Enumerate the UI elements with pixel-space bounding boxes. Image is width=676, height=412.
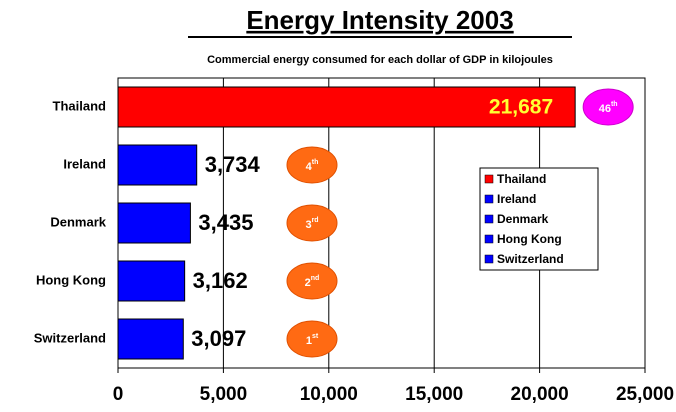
bar [117, 202, 191, 244]
x-tick-label: 0 [113, 384, 124, 405]
rank-number: 46 [599, 103, 611, 115]
bar [117, 318, 184, 360]
rank-label: 3rd [305, 217, 318, 231]
legend-label: Ireland [497, 192, 536, 206]
x-tick-label: 5,000 [200, 384, 248, 405]
chart-subtitle: Commercial energy consumed for each doll… [207, 54, 553, 66]
rank-label: 1st [306, 333, 319, 347]
x-tick-label: 20,000 [511, 384, 569, 405]
rank-badge [286, 204, 338, 242]
x-tick-label: 10,000 [300, 384, 358, 405]
rank-number: 3 [305, 219, 311, 231]
rank-suffix: th [312, 159, 319, 166]
rank-suffix: nd [311, 275, 320, 282]
rank-number: 1 [306, 335, 312, 347]
rank-number: 2 [305, 277, 311, 289]
value-label: 3,097 [191, 326, 246, 351]
chart-title: Energy Intensity 2003 [246, 5, 513, 35]
rank-number: 4 [306, 161, 313, 173]
legend-swatch [484, 234, 494, 244]
rank-suffix: th [611, 101, 618, 108]
y-tick-label: Switzerland [34, 330, 106, 345]
bar [117, 86, 576, 128]
x-tick-label: 15,000 [405, 384, 463, 405]
y-tick-label: Hong Kong [36, 272, 106, 287]
rank-badge [582, 88, 634, 126]
rank-badge [286, 262, 338, 300]
rank-label: 4th [306, 159, 319, 173]
value-label: 3,435 [198, 210, 253, 235]
y-tick-label: Thailand [53, 98, 107, 113]
bar [117, 144, 198, 186]
rank-suffix: rd [312, 217, 319, 224]
value-label: 3,162 [193, 268, 248, 293]
bar [117, 260, 186, 302]
legend-swatch [484, 254, 494, 264]
rank-badge [286, 146, 338, 184]
y-tick-label: Ireland [63, 156, 106, 171]
legend-label: Hong Kong [497, 232, 562, 246]
legend-swatch [484, 214, 494, 224]
rank-badge [286, 320, 338, 358]
legend-label: Denmark [497, 212, 549, 226]
rank-suffix: st [312, 333, 319, 340]
legend-box [479, 167, 599, 271]
y-tick-label: Denmark [50, 214, 106, 229]
x-tick-label: 25,000 [616, 384, 674, 405]
rank-label: 2nd [305, 275, 320, 289]
legend-swatch [484, 194, 494, 204]
legend-label: Switzerland [497, 252, 564, 266]
legend-swatch [484, 174, 494, 184]
legend-label: Thailand [497, 172, 546, 186]
rank-label: 46th [599, 101, 618, 115]
value-label: 21,687 [489, 96, 553, 119]
value-label: 3,734 [205, 152, 261, 177]
